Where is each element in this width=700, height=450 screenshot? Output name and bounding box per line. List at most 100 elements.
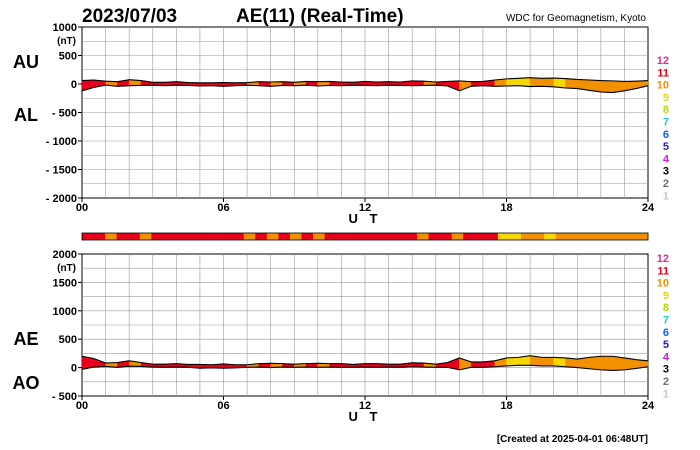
- level-label: 6: [663, 327, 669, 339]
- y-tick-label: 2000: [53, 249, 77, 261]
- x-tick-label: 18: [500, 202, 512, 214]
- level-label: 12: [657, 253, 669, 265]
- activity-fill-segment: [612, 356, 625, 371]
- level-label: 1: [663, 190, 669, 202]
- activity-bar-cell: [440, 233, 452, 240]
- source-label: WDC for Geomagnetism, Kyoto: [506, 13, 646, 24]
- level-label: 11: [657, 265, 669, 277]
- x-tick-label: 24: [642, 400, 655, 412]
- level-label: 2: [663, 178, 669, 190]
- activity-bar-cell: [243, 233, 256, 240]
- activity-bar-cell: [382, 233, 395, 240]
- ao-series-label: AO: [13, 373, 40, 393]
- activity-bar-cell: [578, 233, 591, 240]
- activity-bar-cell: [393, 233, 406, 240]
- activity-fill-segment: [600, 80, 613, 93]
- activity-bar-cell: [474, 233, 487, 240]
- activity-fill-segment: [553, 357, 566, 367]
- y-tick-label: - 2000: [46, 193, 77, 205]
- activity-bar-cell: [255, 233, 268, 240]
- activity-bar-cell: [370, 233, 383, 240]
- created-timestamp: [Created at 2025-04-01 06:48UT]: [497, 434, 648, 445]
- y-tick-label: 0: [71, 79, 77, 91]
- y-tick-label: - 1000: [46, 136, 77, 148]
- activity-bar-cell: [497, 233, 510, 240]
- y-tick-label: - 500: [52, 108, 77, 120]
- level-label: 7: [663, 117, 669, 129]
- level-label: 12: [657, 55, 669, 67]
- activity-bar-cell: [93, 233, 106, 240]
- x-tick-label: 18: [500, 400, 512, 412]
- activity-bar-cell: [336, 233, 348, 240]
- activity-fill-segment: [470, 361, 484, 368]
- activity-bar-cell: [624, 233, 637, 240]
- x-tick-label: 24: [642, 202, 655, 214]
- activity-bar-cell: [82, 233, 94, 240]
- activity-bar-cell: [405, 233, 418, 240]
- level-label: 6: [663, 129, 669, 141]
- activity-fill-segment: [541, 77, 554, 88]
- activity-bar-cell: [220, 233, 233, 240]
- ao-series-line: [81, 364, 649, 371]
- y-tick-label: - 500: [52, 391, 77, 403]
- activity-bar-cell: [185, 233, 198, 240]
- x-axis-label: U T: [349, 409, 382, 424]
- y-tick-label: 1000: [53, 22, 77, 34]
- activity-bar-cell: [416, 233, 429, 240]
- activity-fill-segment: [588, 356, 602, 371]
- level-label: 9: [663, 92, 669, 104]
- activity-fill-segment: [541, 357, 554, 367]
- level-label: 4: [663, 153, 670, 165]
- y-tick-label: - 1500: [46, 165, 77, 177]
- activity-bar-cell: [636, 233, 649, 240]
- activity-bar-cell: [232, 233, 245, 240]
- x-tick-label: 00: [76, 400, 88, 412]
- y-tick-label: 1000: [53, 306, 77, 318]
- activity-fill-segment: [565, 78, 578, 89]
- level-label: 11: [657, 67, 669, 79]
- activity-fill-segment: [529, 77, 543, 87]
- activity-bar-cell: [197, 233, 210, 240]
- level-label: 7: [663, 315, 669, 327]
- level-label: 8: [663, 104, 669, 116]
- activity-bar-cell: [151, 233, 164, 240]
- level-label: 3: [663, 364, 669, 376]
- level-label: 10: [657, 80, 669, 92]
- x-tick-label: 06: [217, 400, 229, 412]
- activity-fill-segment: [518, 77, 531, 87]
- activity-bar-frame: [81, 232, 649, 241]
- al-series-label: AL: [14, 105, 38, 125]
- activity-bar-cell: [162, 233, 175, 240]
- activity-bar-cell: [567, 233, 579, 240]
- activity-bar-cell: [313, 233, 325, 240]
- activity-bar-cell: [601, 233, 614, 240]
- level-label: 9: [663, 290, 669, 302]
- y-tick-label: 0: [71, 363, 77, 375]
- activity-bar-cell: [520, 233, 533, 240]
- level-label: 1: [663, 388, 669, 400]
- activity-bar-cell: [590, 233, 603, 240]
- ae-ao-panel: 2000 1500 1000 500 0 - 500 (nT) 00 06 12 18 24 U T AE…: [13, 249, 655, 424]
- level-label: 3: [663, 166, 669, 178]
- activity-bar-cell: [301, 233, 314, 240]
- x-tick-label: 06: [217, 202, 229, 214]
- y-tick-label: 1500: [53, 277, 77, 289]
- activity-bar-cell: [324, 233, 337, 240]
- activity-fill-segment: [506, 357, 519, 367]
- x-tick-label: 12: [359, 400, 371, 412]
- unit-label: (nT): [57, 36, 76, 47]
- au-series-label: AU: [13, 52, 39, 72]
- activity-bar-cell: [289, 233, 302, 240]
- activity-bar-cell: [544, 233, 556, 240]
- activity-bar-cell: [486, 233, 499, 240]
- activity-bar-cell: [347, 233, 360, 240]
- activity-bar-cell: [532, 233, 545, 240]
- y-tick-label: 500: [59, 334, 77, 346]
- activity-bar-cell: [613, 233, 626, 240]
- x-tick-label: 12: [359, 202, 371, 214]
- activity-bar-cell: [278, 233, 291, 240]
- date-label: 2023/07/03: [82, 6, 177, 27]
- activity-bar-cell: [209, 233, 221, 240]
